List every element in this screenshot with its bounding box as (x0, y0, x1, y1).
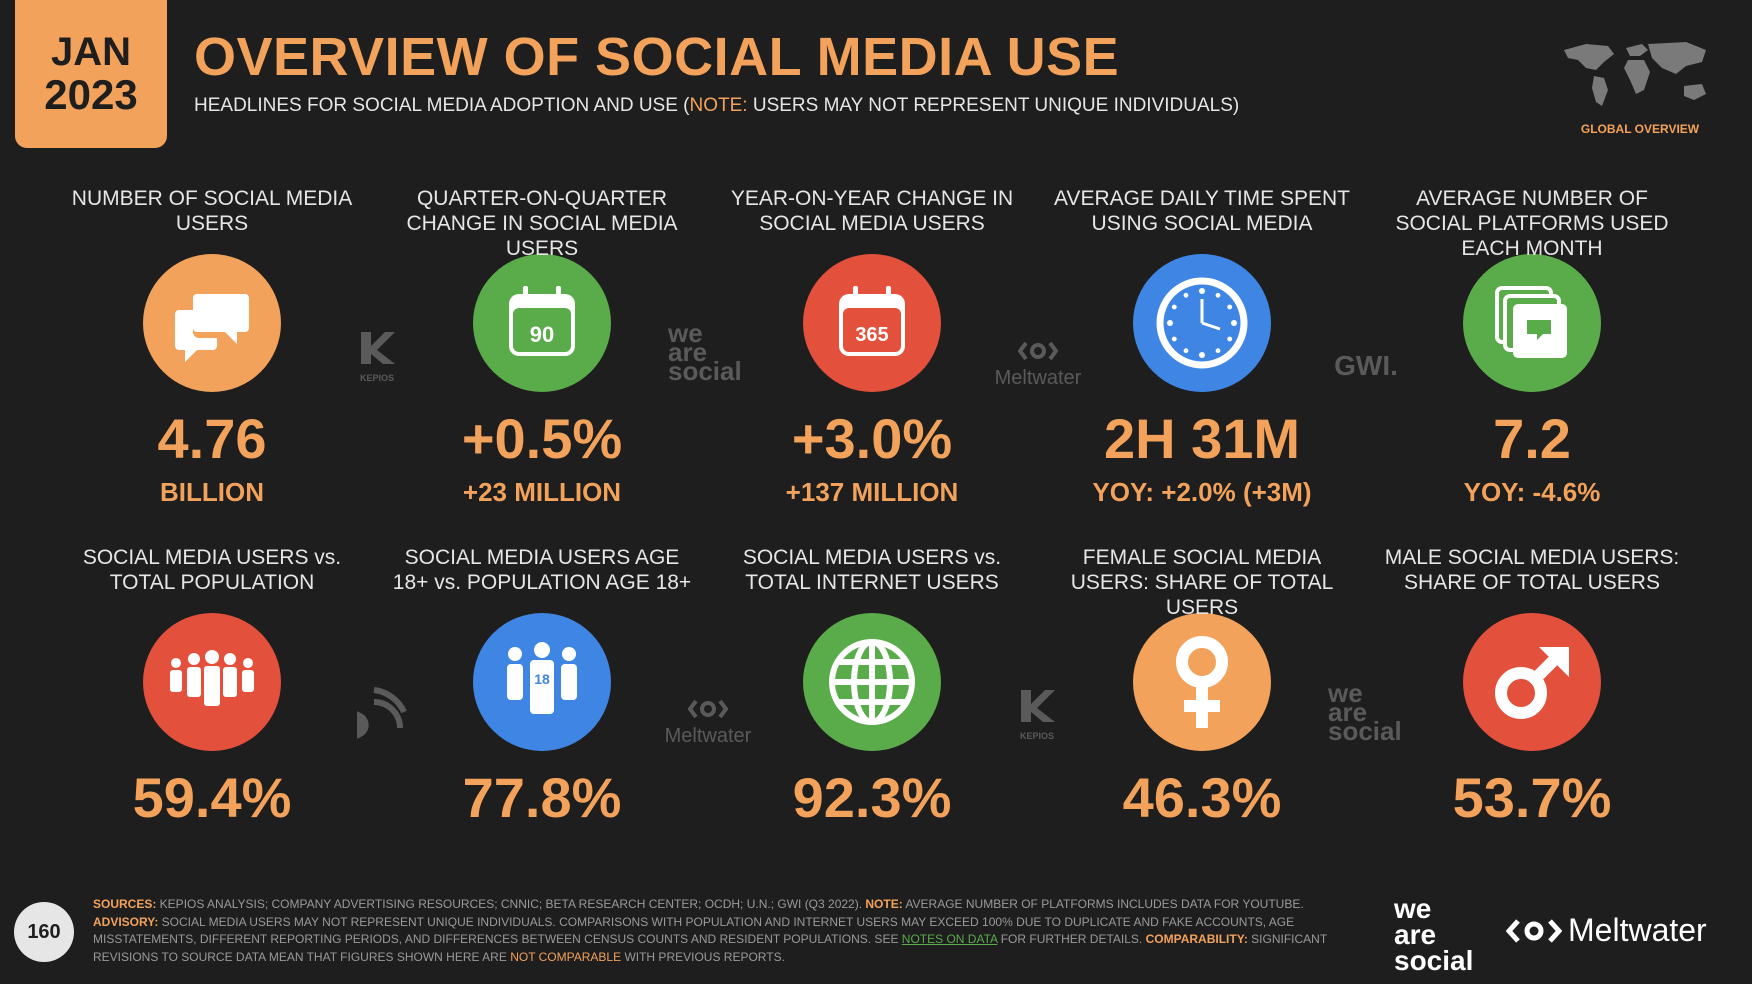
stat-label: AVERAGE DAILY TIME SPENT USING SOCIAL ME… (1053, 187, 1351, 235)
stat-value: 2H 31M (1103, 407, 1301, 470)
stat-qoq-change: QUARTER-ON-QUARTER CHANGE IN SOCIAL MEDI… (392, 186, 692, 508)
meltwater-watermark: Meltwater (988, 340, 1088, 390)
male-symbol-icon (1463, 613, 1601, 751)
stat-value: +0.5% (461, 407, 623, 470)
date-badge: JAN 2023 (15, 0, 167, 148)
female-symbol-icon (1133, 613, 1271, 751)
stat-value: 53.7% (1452, 766, 1612, 829)
svg-text:365: 365 (855, 324, 888, 346)
stacked-cards-icon (1463, 254, 1601, 392)
stat-value: 7.2 (1493, 407, 1571, 470)
meltwater-icon (1506, 918, 1562, 943)
svg-text:90: 90 (530, 322, 554, 347)
meltwater-logo: Meltwater (1506, 912, 1707, 949)
stat-daily-time: AVERAGE DAILY TIME SPENT USING SOCIAL ME… (1052, 186, 1352, 508)
stat-sub: YOY: -4.6% (1463, 477, 1601, 507)
page-subtitle: HEADLINES FOR SOCIAL MEDIA ADOPTION AND … (194, 95, 1239, 117)
stat-social-media-users: NUMBER OF SOCIAL MEDIA USERS 4.76 BILLIO… (62, 186, 362, 508)
stat-value: 46.3% (1122, 766, 1282, 829)
meltwater-watermark-2: Meltwater (658, 698, 758, 748)
stat-yoy-change: YEAR-ON-YEAR CHANGE IN SOCIAL MEDIA USER… (722, 186, 1022, 508)
stat-label: YEAR-ON-YEAR CHANGE IN SOCIAL MEDIA USER… (730, 187, 1014, 235)
stat-vs-total-population: SOCIAL MEDIA USERS vs. TOTAL POPULATION … (62, 545, 362, 829)
we-are-social-logo: we are social (1394, 893, 1474, 976)
datareportal-logo-icon (352, 684, 408, 745)
stat-label: FEMALE SOCIAL MEDIA USERS: SHARE OF TOTA… (1070, 546, 1334, 619)
gwi-watermark: GWI. (1334, 350, 1398, 381)
people-group-icon (143, 613, 281, 751)
stat-sub: BILLION (160, 477, 264, 507)
subtitle-note-text: USERS MAY NOT REPRESENT UNIQUE INDIVIDUA… (747, 95, 1240, 116)
date-month: JAN (50, 30, 132, 74)
page-title: OVERVIEW OF SOCIAL MEDIA USE (194, 27, 1120, 87)
stat-sub: +137 MILLION (785, 477, 959, 507)
kepios-logo-icon: KEPIOS (352, 328, 402, 383)
stat-value: 92.3% (792, 766, 952, 829)
stat-label: SOCIAL MEDIA USERS AGE 18+ vs. POPULATIO… (392, 546, 692, 594)
svg-text:18: 18 (534, 671, 550, 687)
global-overview-label: GLOBAL OVERVIEW (1580, 122, 1700, 136)
stat-value: 59.4% (132, 766, 292, 829)
stat-value: 4.76 (157, 407, 267, 470)
stat-label: SOCIAL MEDIA USERS vs. TOTAL POPULATION (82, 546, 342, 594)
subtitle-note-label: NOTE: (689, 95, 748, 116)
stat-label: MALE SOCIAL MEDIA USERS: SHARE OF TOTAL … (1384, 546, 1680, 594)
kepios-logo-icon-2: KEPIOS (1012, 686, 1062, 741)
subtitle-text: HEADLINES FOR SOCIAL MEDIA ADOPTION AND … (194, 95, 690, 116)
stat-value: +3.0% (791, 407, 953, 470)
we-are-social-watermark: we are social (668, 318, 742, 386)
globe-icon (803, 613, 941, 751)
stat-male-share: MALE SOCIAL MEDIA USERS: SHARE OF TOTAL … (1382, 545, 1682, 829)
world-map-icon (1564, 42, 1706, 106)
stat-platforms-used: AVERAGE NUMBER OF SOCIAL PLATFORMS USED … (1382, 186, 1682, 508)
clock-icon (1133, 254, 1271, 392)
footer-notes: SOURCES: KEPIOS ANALYSIS; COMPANY ADVERT… (93, 897, 1327, 964)
date-year: 2023 (44, 71, 138, 118)
notes-on-data-link[interactable]: NOTES ON DATA (901, 932, 998, 946)
page-number: 160 (14, 902, 74, 962)
calendar-365-icon: 365 (803, 254, 941, 392)
stat-label: AVERAGE NUMBER OF SOCIAL PLATFORMS USED … (1395, 187, 1669, 260)
speech-bubbles-icon (143, 254, 281, 392)
stat-female-share: FEMALE SOCIAL MEDIA USERS: SHARE OF TOTA… (1052, 545, 1352, 829)
stat-sub: YOY: +2.0% (+3M) (1092, 477, 1312, 507)
stat-sub: +23 MILLION (462, 477, 622, 507)
stat-vs-internet-users: SOCIAL MEDIA USERS vs. TOTAL INTERNET US… (722, 545, 1022, 829)
stat-adults-vs-adult-population: SOCIAL MEDIA USERS AGE 18+ vs. POPULATIO… (392, 545, 692, 829)
stat-label: SOCIAL MEDIA USERS vs. TOTAL INTERNET US… (742, 546, 1002, 594)
we-are-social-watermark-2: we are social (1328, 678, 1402, 746)
stat-label: QUARTER-ON-QUARTER CHANGE IN SOCIAL MEDI… (406, 187, 678, 260)
calendar-90-icon: 90 (473, 254, 611, 392)
stat-label: NUMBER OF SOCIAL MEDIA USERS (71, 187, 353, 235)
adults-18-icon: 18 (473, 613, 611, 751)
stat-value: 77.8% (462, 766, 622, 829)
